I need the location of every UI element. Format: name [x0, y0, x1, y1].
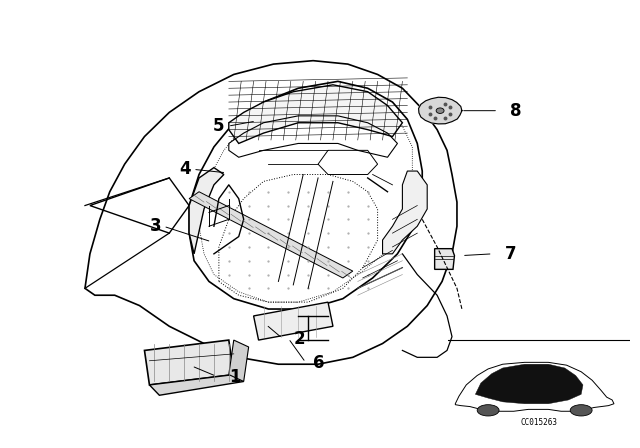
Circle shape: [570, 405, 592, 416]
Polygon shape: [189, 168, 224, 254]
Text: 8: 8: [509, 102, 521, 120]
Text: 7: 7: [505, 245, 516, 263]
Polygon shape: [476, 364, 583, 404]
Text: 3: 3: [150, 217, 161, 235]
Polygon shape: [150, 375, 244, 395]
Text: 2: 2: [293, 330, 305, 349]
Text: 5: 5: [213, 117, 225, 135]
Text: 6: 6: [313, 354, 324, 372]
Polygon shape: [435, 249, 454, 269]
Text: 1: 1: [229, 368, 240, 386]
Circle shape: [436, 108, 444, 113]
Polygon shape: [229, 85, 403, 143]
Ellipse shape: [422, 99, 459, 123]
Text: CC015263: CC015263: [521, 418, 557, 427]
Polygon shape: [145, 340, 234, 385]
Text: 4: 4: [179, 160, 191, 178]
Polygon shape: [229, 340, 249, 382]
Polygon shape: [383, 171, 428, 254]
Circle shape: [477, 405, 499, 416]
Polygon shape: [419, 97, 462, 124]
Polygon shape: [189, 192, 353, 278]
Polygon shape: [253, 302, 333, 340]
